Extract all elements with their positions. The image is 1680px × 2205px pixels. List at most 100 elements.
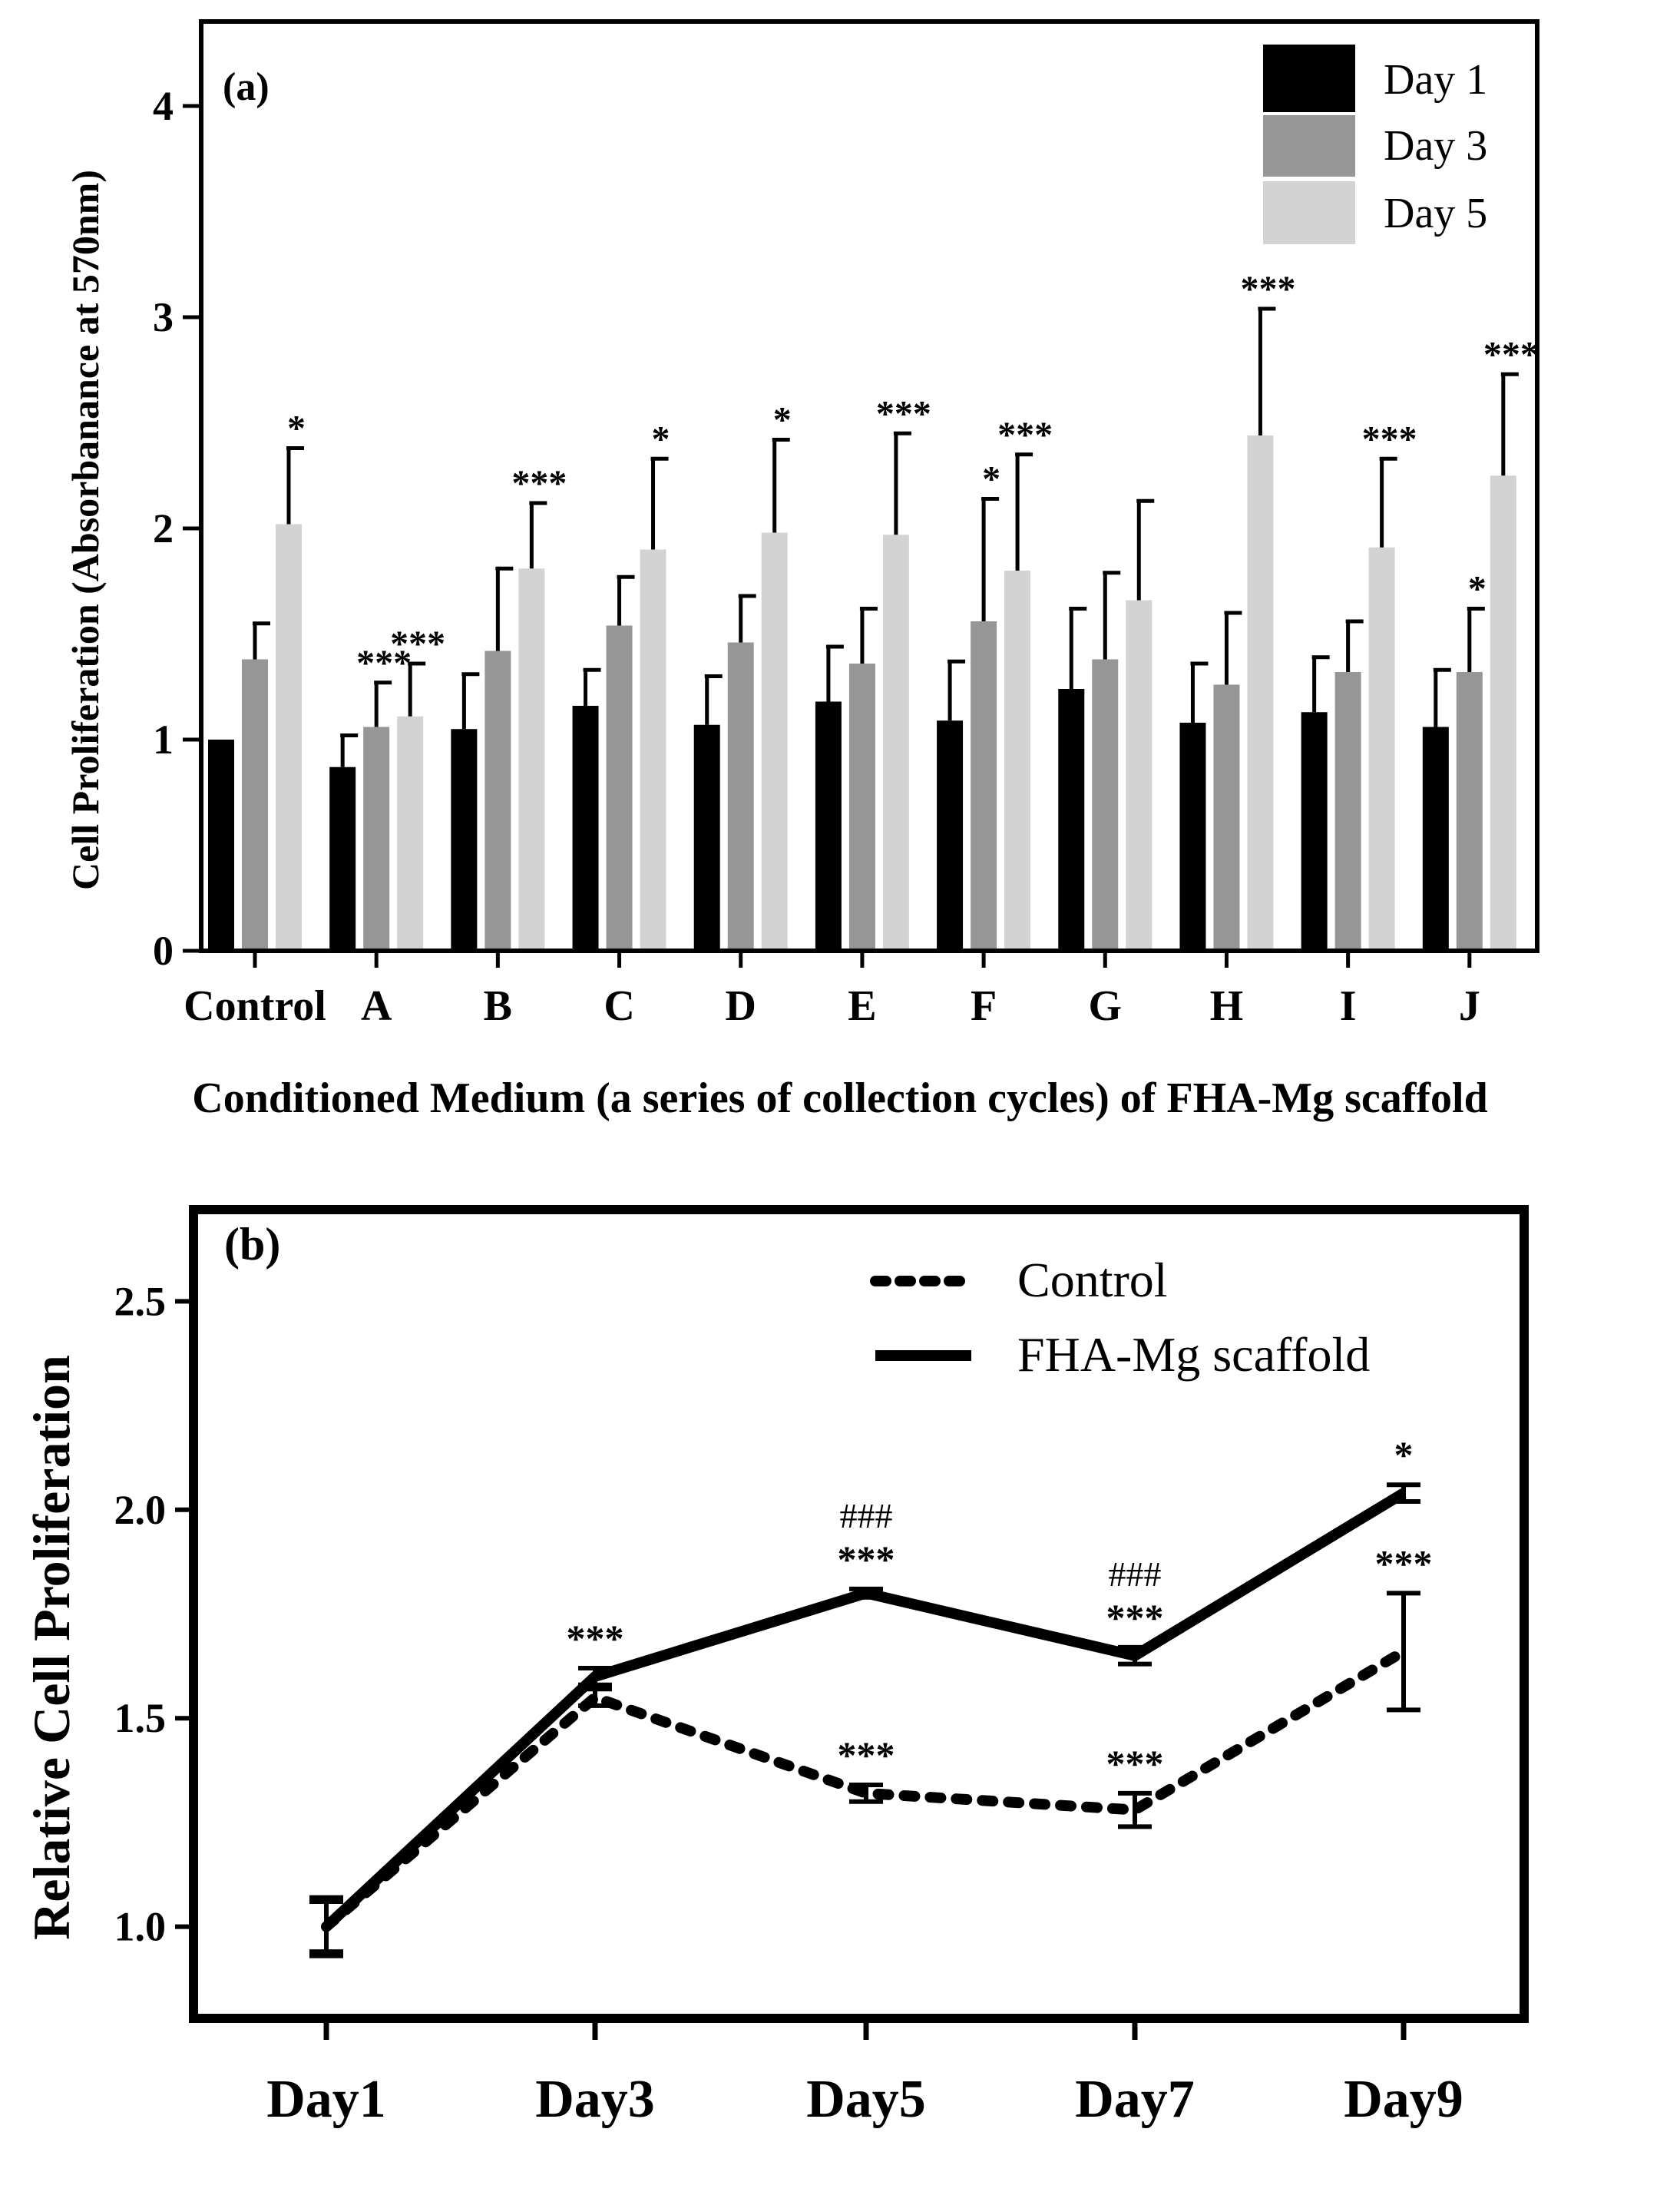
legend-label-day-3: Day 3 <box>1384 122 1487 170</box>
panel-b-plot-border <box>189 1205 1529 2023</box>
bar-e-day-5 <box>882 535 909 951</box>
panel-a-error-bars <box>253 306 1519 767</box>
significance-a-day-5: *** <box>390 624 445 664</box>
significance-e-day-5: *** <box>876 393 931 434</box>
bar-c-day-1 <box>572 706 599 951</box>
panel-a-legend: Day 1 Day 3 Day 5 <box>1263 45 1487 244</box>
significance-j-day-3: * <box>1468 569 1487 610</box>
bar-a-day-3 <box>363 727 390 951</box>
panel-b-label: (b) <box>224 1219 280 1270</box>
y-tick-label-1-0: 1.0 <box>114 1904 167 1950</box>
bar-a-day-1 <box>329 766 356 951</box>
significance-j-day-5: *** <box>1483 334 1539 375</box>
bar-g-day-5 <box>1126 600 1153 951</box>
panel-b-significance-marks: *** ************###***###* <box>567 1433 1433 1785</box>
x-tick-label-d: D <box>726 982 756 1030</box>
bar-c-day-3 <box>606 625 633 951</box>
bar-f-day-1 <box>937 720 964 951</box>
significance-control-day9: *** <box>1375 1541 1433 1584</box>
x-tick-label-day3: Day3 <box>535 2070 655 2129</box>
bar-d-day-3 <box>727 642 754 951</box>
x-tick-label-f: F <box>971 982 997 1030</box>
x-tick-label-j: J <box>1459 982 1480 1030</box>
bar-i-day-1 <box>1301 712 1328 951</box>
significance-control-day7: *** <box>1106 1742 1164 1785</box>
significance-f-day-5: *** <box>997 415 1053 455</box>
hash-mark-fha-mg-scaffold-day5: ### <box>840 1496 893 1535</box>
significance-a-day-3: *** <box>356 643 412 684</box>
bar-a-day-5 <box>397 716 424 951</box>
significance-fha-mg-scaffold-day7: *** <box>1106 1596 1164 1639</box>
bar-d-day-5 <box>761 532 788 951</box>
panel-b-legend: Control FHA-Mg scaffold <box>870 1253 1370 1382</box>
bar-c-day-5 <box>640 549 666 951</box>
panel-b-error-bars <box>309 1482 1420 1958</box>
bar-h-day-1 <box>1179 723 1206 951</box>
significance-i-day-5: *** <box>1362 419 1417 459</box>
panel-a-x-ticks: Control A B C D E F G H I J <box>184 951 1480 1030</box>
legend-swatch-day-3 <box>1263 115 1355 177</box>
y-tick-label-4: 4 <box>153 83 174 129</box>
bar-g-day-1 <box>1058 689 1085 951</box>
bar-i-day-5 <box>1368 547 1395 951</box>
panel-b-frame <box>189 1205 1529 2023</box>
x-tick-label-control: Control <box>184 982 326 1030</box>
x-tick-label-day1: Day1 <box>266 2070 386 2129</box>
bar-j-day-5 <box>1490 475 1516 951</box>
significance-control-day-5: * <box>287 409 306 449</box>
significance-h-day-5: *** <box>1240 269 1295 310</box>
bar-d-day-1 <box>693 724 720 951</box>
panel-b: *** ************###***###* 1.01.52.02.5 D… <box>22 1205 1529 2129</box>
bar-e-day-1 <box>815 701 842 951</box>
panel-a-significance-marks: *********** * ***************** <box>287 269 1539 684</box>
y-tick-label-2: 2 <box>153 505 174 551</box>
panel-a-label: (a) <box>223 65 270 109</box>
bar-f-day-3 <box>971 621 997 951</box>
y-tick-label-2-5: 2.5 <box>114 1278 167 1324</box>
bar-control-day-5 <box>276 524 302 951</box>
significance-c-day-5: * <box>652 419 670 459</box>
bar-b-day-3 <box>484 651 511 951</box>
x-tick-label-b: B <box>484 982 512 1030</box>
significance-f-day-3: * <box>982 459 1000 500</box>
x-tick-label-i: I <box>1340 982 1357 1030</box>
significance-fha-mg-scaffold-day5: *** <box>838 1538 895 1581</box>
panel-a-frame <box>199 19 1539 953</box>
legend-label-fha-mg: FHA-Mg scaffold <box>1017 1327 1370 1382</box>
x-tick-label-day9: Day9 <box>1344 2070 1463 2129</box>
y-tick-label-3: 3 <box>153 294 174 340</box>
legend-swatch-day-5 <box>1263 181 1355 244</box>
bar-g-day-3 <box>1092 659 1119 951</box>
x-tick-label-day5: Day5 <box>806 2070 926 2129</box>
hash-mark-fha-mg-scaffold-day7: ### <box>1109 1554 1162 1594</box>
panel-b-y-axis-label: Relative Cell Proliferation <box>22 1355 81 1940</box>
panel-a-y-axis-label: Cell Proliferation (Absorbanance at 570n… <box>64 170 107 890</box>
bar-control-day-3 <box>242 659 268 951</box>
panel-b-x-ticks: Day1 Day3 Day5 Day7 Day9 <box>266 2018 1463 2129</box>
panel-b-y-ticks: 1.0 1.5 2.0 2.5 <box>114 1278 193 1950</box>
panel-a-plot-border <box>199 19 1539 953</box>
y-tick-label-1-5: 1.5 <box>114 1695 167 1741</box>
legend-label-control: Control <box>1017 1253 1168 1307</box>
significance-fha-mg-scaffold-day3: *** <box>567 1617 624 1660</box>
x-tick-label-c: C <box>604 982 634 1030</box>
significance-b-day-5: *** <box>511 463 567 504</box>
bar-h-day-3 <box>1213 684 1240 951</box>
y-tick-label-1: 1 <box>153 717 174 763</box>
y-tick-label-2-0: 2.0 <box>114 1487 167 1533</box>
legend-label-day-1: Day 1 <box>1384 56 1487 104</box>
bar-control-day-1 <box>208 740 234 951</box>
legend-label-day-5: Day 5 <box>1384 190 1487 237</box>
bar-j-day-1 <box>1422 727 1449 951</box>
panel-a-bars <box>208 435 1516 951</box>
bar-b-day-1 <box>451 729 478 951</box>
panel-a-x-axis-label: Conditioned Medium (a series of collecti… <box>192 1074 1487 1122</box>
bar-f-day-5 <box>1004 571 1031 951</box>
x-tick-label-e: E <box>848 982 876 1030</box>
bar-i-day-3 <box>1334 672 1361 951</box>
significance-fha-mg-scaffold-day9: * <box>1394 1433 1414 1476</box>
significance-control-day5: *** <box>838 1733 895 1776</box>
panel-a-y-ticks: 0 1 2 3 4 <box>153 83 201 974</box>
